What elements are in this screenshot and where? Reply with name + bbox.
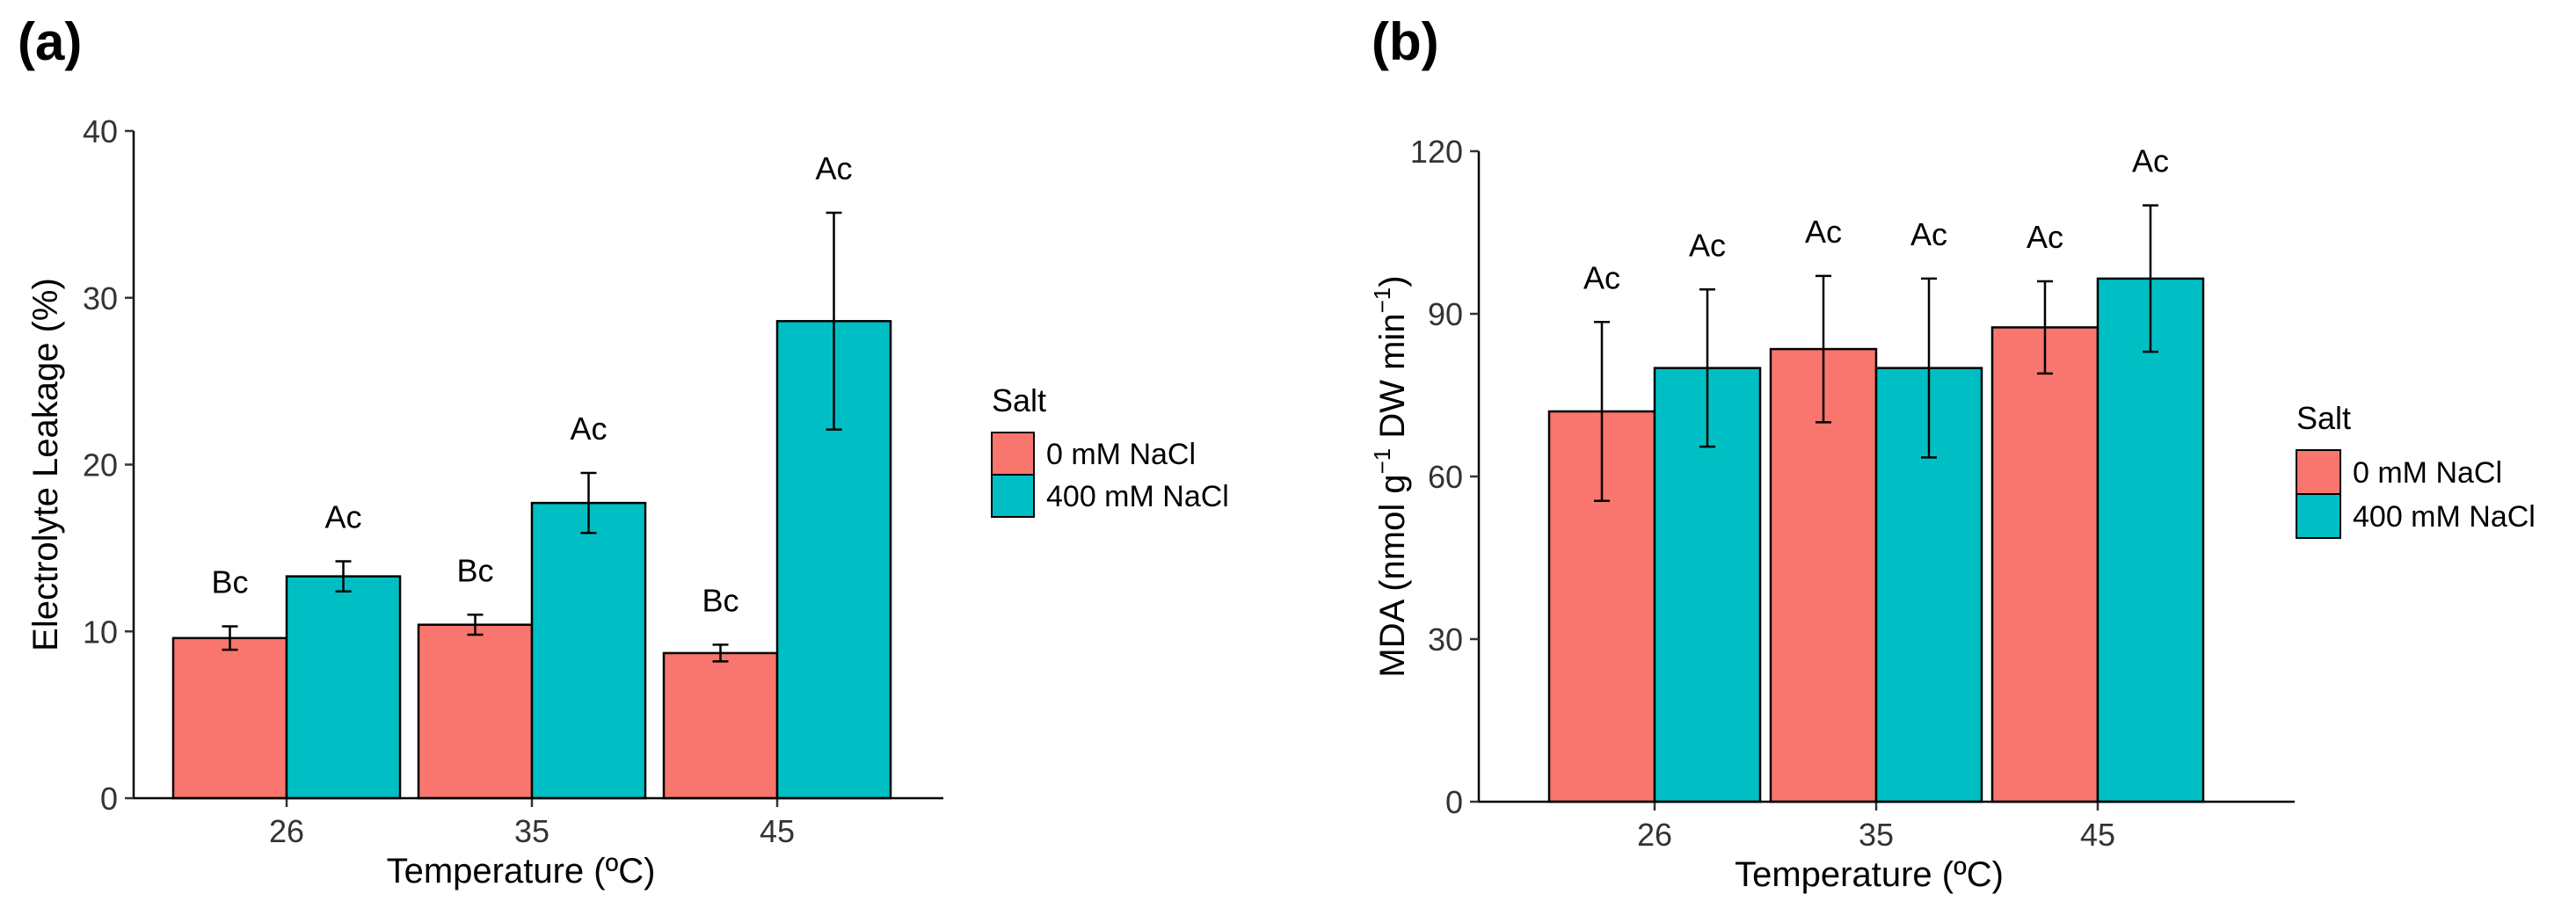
bar (417, 623, 534, 800)
y-tick-label: 90 (1428, 296, 1463, 332)
y-axis-title: Electrolyte Leakage (%) (26, 278, 65, 651)
chart-panel-a: (a) Bc Ac 26 Bc Ac 35 Bc Ac 45 0 10 20 30 40 Temperatur… (18, 12, 1229, 891)
bar (2096, 277, 2205, 803)
bar (171, 636, 288, 800)
significance-label: Ac (815, 150, 852, 186)
y-tick-label: 60 (1428, 459, 1463, 495)
legend-key (2296, 449, 2341, 495)
significance-label: Ac (324, 499, 361, 535)
bar (662, 651, 779, 800)
x-axis-title: Temperature (ºC) (387, 852, 656, 891)
x-tick-label: 35 (1859, 817, 1894, 853)
chart-panel-b: (b) Ac Ac 26 Ac Ac 35 Ac Ac 45 0 30 60 90 120 Temperatu… (1369, 12, 2536, 894)
y-tick-label: 40 (83, 113, 118, 149)
y-axis-title-part: ) (1373, 275, 1412, 287)
y-tick-label: 30 (1428, 622, 1463, 658)
legend-entry: 0 mM NaCl (1046, 438, 1196, 471)
x-axis-title: Temperature (ºC) (1735, 855, 2004, 894)
y-tick-label: 0 (1445, 784, 1463, 820)
significance-label: Ac (1910, 216, 1947, 252)
bar (530, 501, 647, 800)
legend-entry: 400 mM NaCl (1046, 480, 1229, 513)
legend-title: Salt (2296, 400, 2351, 436)
y-axis-title: MDA (nmol g−1 DW min−1) (1369, 275, 1412, 677)
y-tick-label: 0 (100, 781, 118, 817)
y-axis-title-part: −1 (1369, 287, 1395, 314)
x-tick-label: 45 (2080, 817, 2115, 853)
x-tick-label: 45 (760, 813, 795, 849)
legend-title: Salt (992, 382, 1046, 418)
y-axis-title-part: −1 (1369, 448, 1395, 475)
legend-key (991, 474, 1035, 518)
panel-label: (a) (18, 12, 82, 71)
y-axis-title-part: MDA (nmol g (1373, 474, 1412, 677)
bar (1990, 326, 2099, 803)
legend-entry: 0 mM NaCl (2353, 456, 2502, 490)
panel-label: (b) (1372, 12, 1439, 71)
significance-label: Ac (1805, 214, 1842, 250)
bar (1769, 347, 1878, 803)
legend-key (2296, 493, 2341, 539)
legend-entry: 400 mM NaCl (2353, 500, 2536, 534)
significance-label: Bc (211, 564, 248, 600)
x-tick-label: 26 (269, 813, 304, 849)
x-tick-label: 35 (514, 813, 549, 849)
bar (285, 575, 402, 800)
y-tick-label: 30 (83, 280, 118, 316)
x-tick-label: 26 (1637, 817, 1672, 853)
significance-label: Ac (2132, 143, 2169, 179)
y-tick-label: 20 (83, 447, 118, 483)
y-tick-label: 120 (1410, 134, 1463, 170)
significance-label: Ac (1689, 227, 1726, 263)
significance-label: Ac (2027, 219, 2063, 255)
significance-label: Ac (1583, 259, 1620, 295)
significance-label: Bc (456, 552, 493, 588)
y-axis-title-part: DW min (1373, 313, 1412, 447)
significance-label: Bc (702, 582, 739, 618)
significance-label: Ac (570, 411, 607, 447)
y-tick-label: 10 (83, 614, 118, 650)
legend-key (991, 432, 1035, 476)
